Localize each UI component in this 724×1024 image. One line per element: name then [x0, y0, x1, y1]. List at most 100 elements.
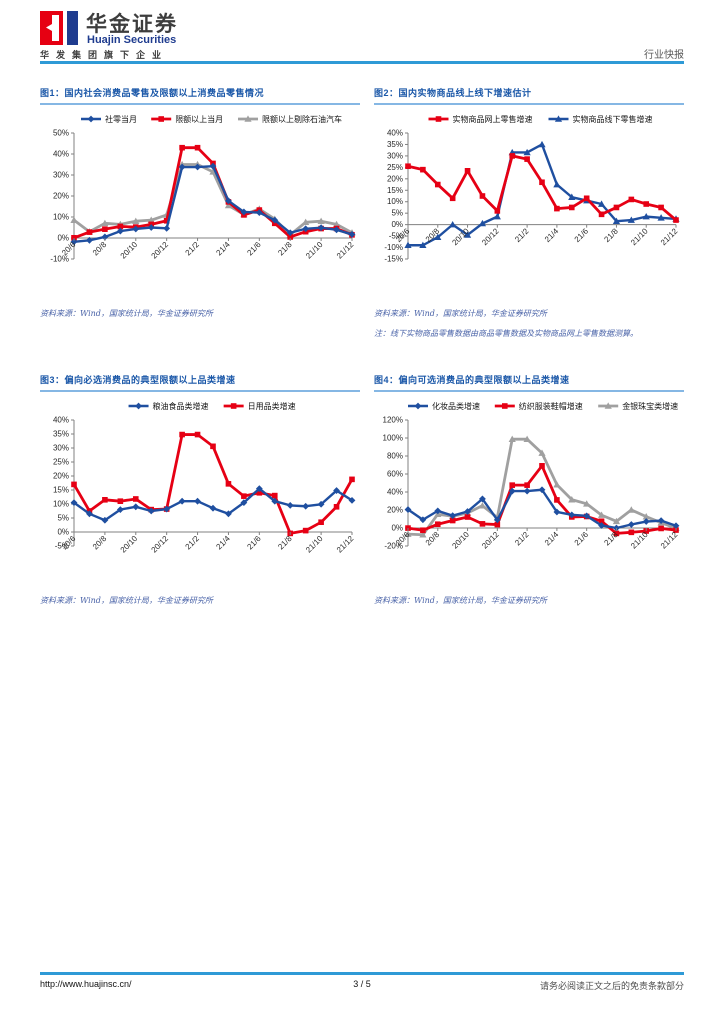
- svg-text:40%: 40%: [53, 150, 69, 159]
- figure-4-title: 图4：偏向可选消费品的典型限额以上品类增速: [374, 373, 684, 392]
- svg-text:5%: 5%: [57, 514, 69, 523]
- figure-2: 图2：国内实物商品线上线下增速估计 -15% -10% -5% 0% 5% 10% 15% 2…: [374, 86, 684, 339]
- svg-text:30%: 30%: [53, 171, 69, 180]
- svg-text:25%: 25%: [387, 163, 403, 172]
- svg-text:21/8: 21/8: [276, 240, 294, 258]
- svg-text:21/2: 21/2: [513, 530, 531, 548]
- svg-text:21/6: 21/6: [245, 240, 263, 258]
- svg-text:20%: 20%: [387, 506, 403, 515]
- footer-divider: [40, 972, 684, 975]
- svg-text:100%: 100%: [383, 434, 403, 443]
- svg-text:20%: 20%: [53, 192, 69, 201]
- svg-text:20/12: 20/12: [150, 534, 171, 555]
- svg-text:40%: 40%: [387, 488, 403, 497]
- svg-text:5%: 5%: [391, 209, 403, 218]
- svg-text:社零当月: 社零当月: [105, 114, 137, 124]
- svg-text:限额以上当月: 限额以上当月: [175, 114, 223, 124]
- svg-text:10%: 10%: [387, 197, 403, 206]
- svg-text:20/12: 20/12: [480, 226, 501, 247]
- svg-text:20/12: 20/12: [150, 240, 171, 261]
- svg-text:21/8: 21/8: [602, 226, 620, 244]
- svg-text:-20%: -20%: [384, 542, 403, 551]
- svg-text:21/6: 21/6: [245, 534, 263, 552]
- svg-text:40%: 40%: [387, 129, 403, 138]
- svg-text:30%: 30%: [387, 151, 403, 160]
- svg-text:35%: 35%: [53, 430, 69, 439]
- svg-text:21/10: 21/10: [304, 534, 325, 555]
- svg-text:21/2: 21/2: [184, 534, 202, 552]
- svg-text:20/8: 20/8: [91, 240, 109, 258]
- svg-text:0%: 0%: [57, 528, 69, 537]
- svg-text:21/12: 21/12: [335, 240, 356, 261]
- brand-name-en: Huajin Securities: [87, 34, 177, 46]
- svg-text:15%: 15%: [53, 486, 69, 495]
- svg-text:20/10: 20/10: [119, 534, 140, 555]
- svg-text:21/10: 21/10: [304, 240, 325, 261]
- footer-url-link[interactable]: http://www.huajinsc.cn/: [40, 979, 132, 989]
- header-divider: [40, 61, 684, 64]
- svg-text:21/4: 21/4: [543, 530, 561, 548]
- svg-text:-10%: -10%: [50, 255, 69, 264]
- svg-text:20%: 20%: [387, 174, 403, 183]
- figure-2-note: 注：线下实物商品零售数据由商品零售数据及实物商品网上零售数据测算。: [374, 329, 638, 338]
- svg-text:0%: 0%: [391, 220, 403, 229]
- svg-text:实物商品线下零售增速: 实物商品线下零售增速: [573, 114, 653, 124]
- svg-text:金银珠宝类增速: 金银珠宝类增速: [622, 401, 678, 411]
- svg-text:-5%: -5%: [389, 232, 403, 241]
- svg-text:20/8: 20/8: [91, 534, 109, 552]
- svg-text:20/12: 20/12: [480, 530, 501, 551]
- figure-4-source: 资料来源：Wind，国家统计局，华金证券研究所: [374, 596, 547, 605]
- svg-text:-15%: -15%: [384, 255, 403, 264]
- svg-text:限额以上剔除石油汽车: 限额以上剔除石油汽车: [262, 114, 342, 124]
- figure-2-source: 资料来源：Wind，国家统计局，华金证券研究所: [374, 309, 547, 318]
- svg-text:21/4: 21/4: [543, 226, 561, 244]
- svg-text:40%: 40%: [53, 416, 69, 425]
- svg-text:-5%: -5%: [55, 542, 69, 551]
- svg-text:21/4: 21/4: [214, 240, 232, 258]
- svg-text:21/2: 21/2: [513, 226, 531, 244]
- svg-text:21/4: 21/4: [214, 534, 232, 552]
- svg-text:30%: 30%: [53, 444, 69, 453]
- svg-text:35%: 35%: [387, 140, 403, 149]
- brand-name-cn: 华金证券: [86, 13, 178, 36]
- svg-text:20/10: 20/10: [119, 240, 140, 261]
- svg-text:10%: 10%: [53, 500, 69, 509]
- svg-text:-10%: -10%: [384, 243, 403, 252]
- svg-text:0%: 0%: [391, 524, 403, 533]
- figure-1: 图1：国内社会消费品零售及限额以上消费品零售情况 -10% 0% 10% 20% 30%…: [40, 86, 360, 319]
- svg-text:21/6: 21/6: [573, 530, 591, 548]
- svg-text:化妆品类增速: 化妆品类增速: [432, 401, 480, 411]
- figure-2-chart: -15% -10% -5% 0% 5% 10% 15% 20% 25% 30% 35% 40% 20/6…: [374, 109, 684, 306]
- svg-text:21/10: 21/10: [629, 226, 650, 247]
- svg-text:粮油食品类增速: 粮油食品类增速: [153, 401, 209, 411]
- svg-text:21/8: 21/8: [276, 534, 294, 552]
- svg-text:15%: 15%: [387, 186, 403, 195]
- svg-text:80%: 80%: [387, 452, 403, 461]
- svg-text:20/8: 20/8: [424, 530, 442, 548]
- figure-1-source: 资料来源：Wind，国家统计局，华金证券研究所: [40, 309, 213, 318]
- footer-disclaimer: 请务必阅读正文之后的免责条款部分: [539, 981, 684, 991]
- figure-1-title: 图1：国内社会消费品零售及限额以上消费品零售情况: [40, 86, 360, 105]
- svg-text:50%: 50%: [53, 129, 69, 138]
- figure-1-chart: -10% 0% 10% 20% 30% 40% 50% 20/6 20/8 20/10 20/12 2…: [40, 109, 360, 306]
- figure-3-chart: -5% 0% 5% 10% 15% 20% 25% 30% 35% 40% 20/6 20/8 20/1…: [40, 396, 360, 593]
- figure-2-title: 图2：国内实物商品线上线下增速估计: [374, 86, 684, 105]
- figure-4: 图4：偏向可选消费品的典型限额以上品类增速 -20% 0% 20% 40% 60% 80%…: [374, 373, 684, 606]
- svg-text:20/10: 20/10: [450, 530, 471, 551]
- svg-text:21/12: 21/12: [335, 534, 356, 555]
- svg-text:120%: 120%: [383, 416, 403, 425]
- svg-text:60%: 60%: [387, 470, 403, 479]
- report-type-label: 行业快报: [644, 50, 684, 61]
- svg-text:21/6: 21/6: [573, 226, 591, 244]
- figure-4-chart: -20% 0% 20% 40% 60% 80% 100% 120% 20/6 20/8 20/10 2…: [374, 396, 684, 593]
- svg-text:实物商品网上零售增速: 实物商品网上零售增速: [453, 114, 533, 124]
- svg-text:日用品类增速: 日用品类增速: [248, 401, 296, 411]
- figure-3-source: 资料来源：Wind，国家统计局，华金证券研究所: [40, 596, 213, 605]
- svg-text:纺织服装鞋帽增速: 纺织服装鞋帽增速: [519, 401, 583, 411]
- svg-text:25%: 25%: [53, 458, 69, 467]
- figure-3-title: 图3：偏向必选消费品的典型限额以上品类增速: [40, 373, 360, 392]
- svg-text:21/2: 21/2: [184, 240, 202, 258]
- svg-text:20/8: 20/8: [424, 226, 442, 244]
- footer-page-number: 3 / 5: [353, 979, 371, 989]
- svg-text:0%: 0%: [57, 234, 69, 243]
